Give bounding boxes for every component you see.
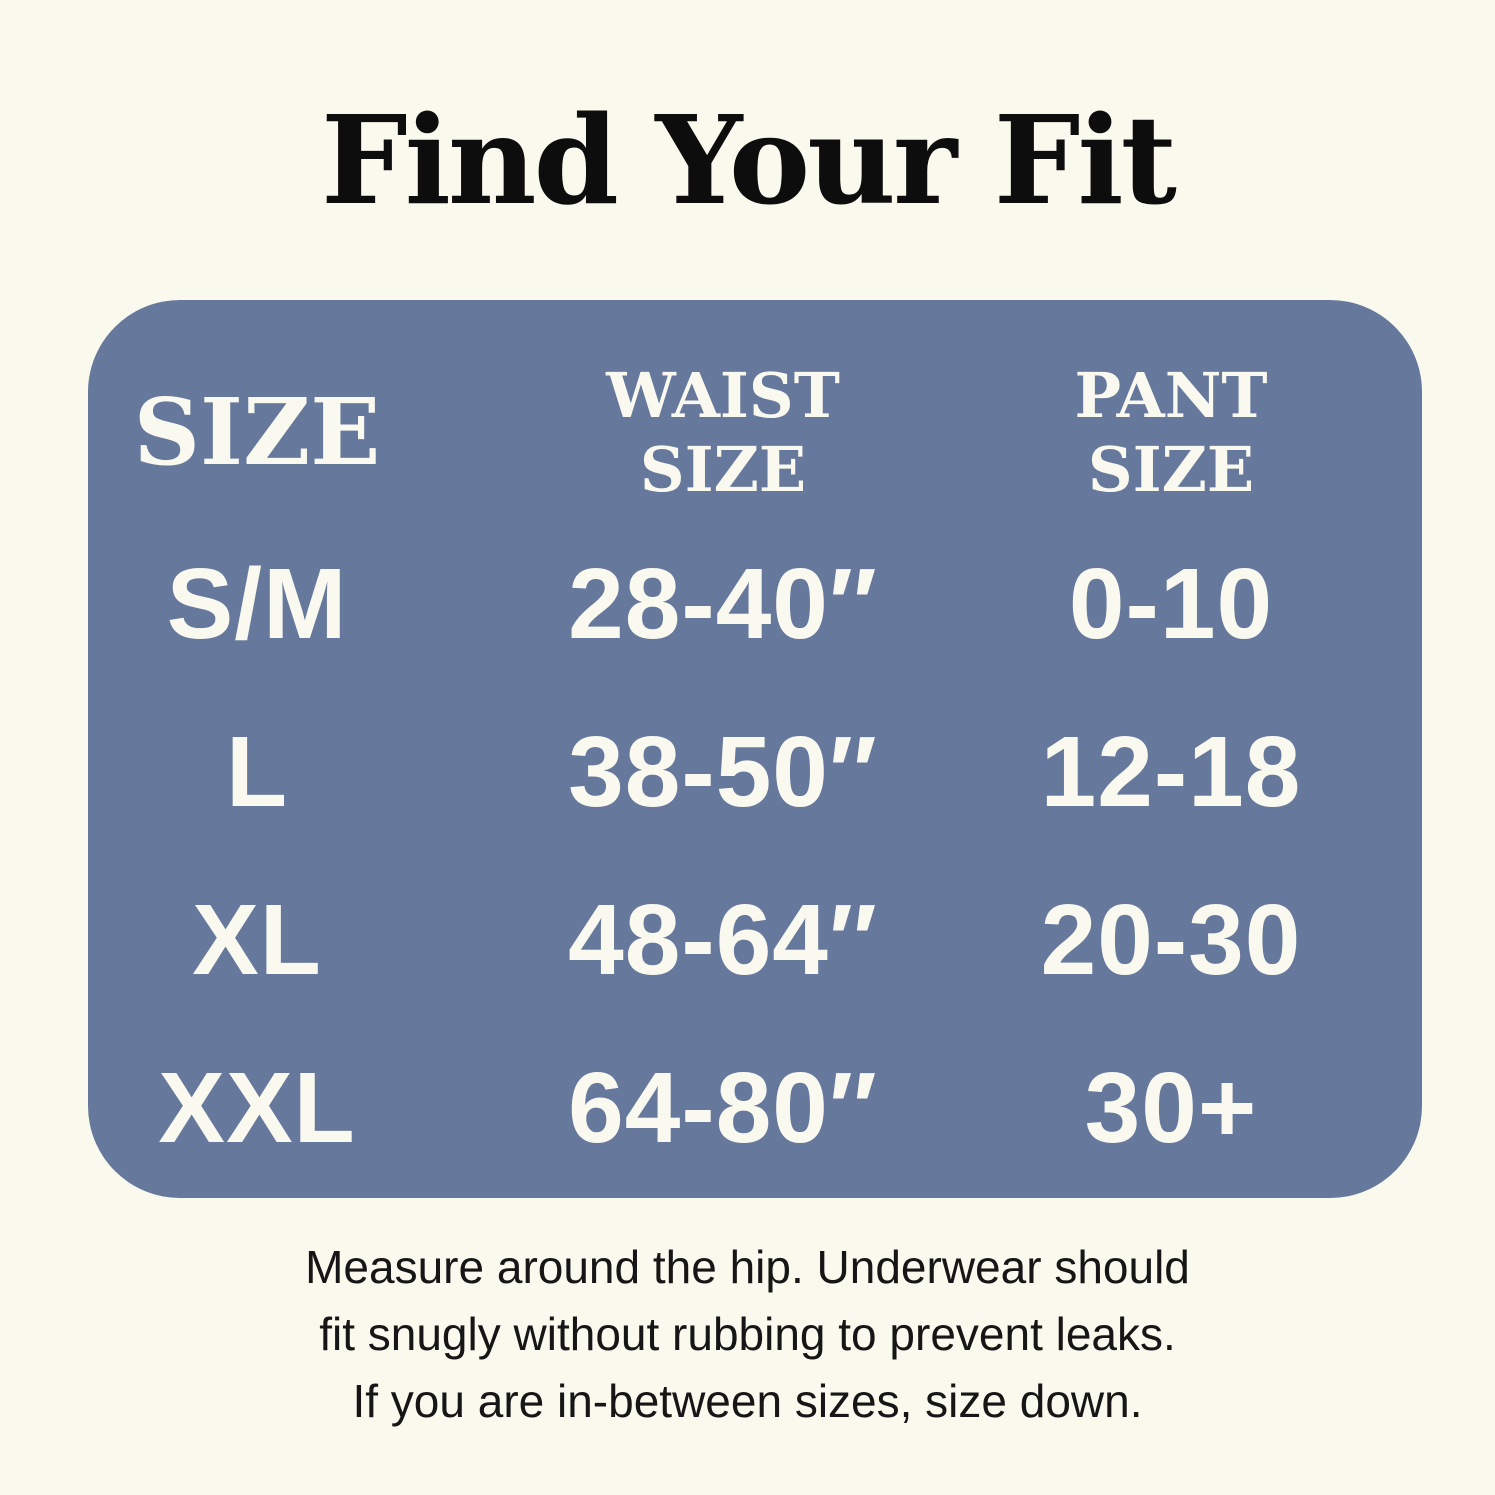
table-row-l-waist-cell: 38-50″ [568,715,878,828]
table-row-xxl-waist-cell: 64-80″ [568,1051,878,1164]
table-row-l-pant-cell: 12-18 [1040,715,1302,828]
column-header-pant-line2: SIZE [1087,432,1255,506]
table-row-xl-waist-cell: 48-64″ [568,883,878,996]
table-row-sm-size-cell: S/M [166,547,348,660]
table-row-sm-waist-cell: 28-40″ [568,547,878,660]
table-row-sm-pant-cell: 0-10 [1068,547,1274,660]
column-header-size: SIZE [88,345,426,520]
fit-instructions-line1: Measure around the hip. Underwear should [305,1241,1190,1293]
table-row-l-size-cell: L [225,715,289,828]
table-row-xl-pant-cell: 20-30 [1040,883,1302,996]
column-header-waist-line2: SIZE [639,432,807,506]
column-header-waist-line1: WAIST [606,359,840,433]
table-row-xxl-pant-cell: 30+ [1084,1051,1258,1164]
page-title: Find Your Fit [320,88,1177,232]
table-row-xl-size-cell: XL [192,883,322,996]
fit-instructions: Measure around the hip. Underwear should… [0,1234,1495,1435]
column-header-pant-size: PANT SIZE [1020,345,1322,520]
column-header-waist-size: WAIST SIZE [426,345,1020,520]
column-header-pant-line1: PANT [1074,359,1268,433]
column-header-size-label: SIZE [133,378,381,487]
table-row-xxl-size-cell: XXL [158,1051,356,1164]
fit-instructions-line2: fit snugly without rubbing to prevent le… [319,1308,1176,1360]
size-table: SIZE WAIST SIZE PANT SIZE S/M 28-40″ 0-1… [88,300,1422,1198]
fit-instructions-line3: If you are in-between sizes, size down. [352,1375,1143,1427]
